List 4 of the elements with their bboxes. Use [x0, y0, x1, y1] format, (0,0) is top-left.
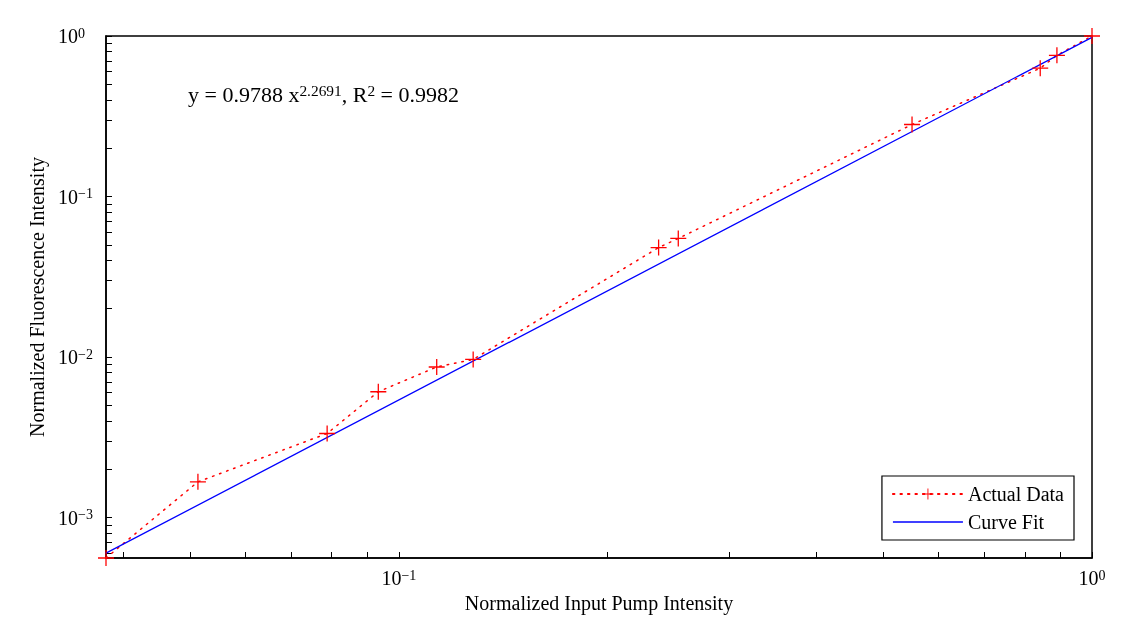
y-axis-title: Normalized Fluorescence Intensity — [26, 157, 50, 437]
x-axis-title: Normalized Input Pump Intensity — [464, 591, 734, 615]
legend-label: Curve Fit — [967, 511, 1045, 533]
legend-label: Actual Data — [967, 483, 1065, 505]
